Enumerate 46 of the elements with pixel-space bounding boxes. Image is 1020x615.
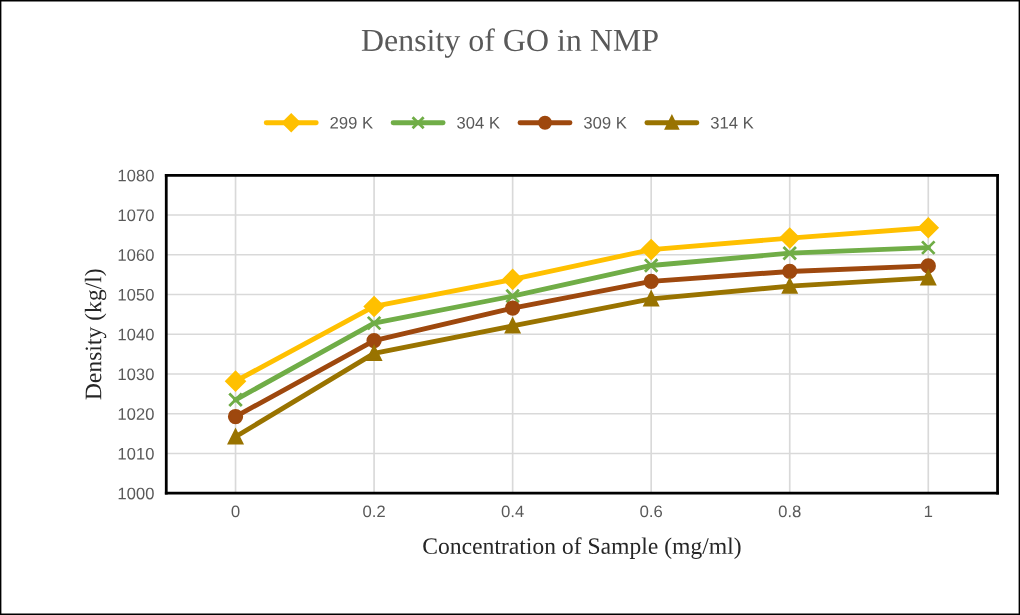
point [920,270,936,286]
x-tick-label: 0.6 [640,505,663,518]
point [225,370,246,392]
y-tick-label: 1010 [118,447,154,460]
point [504,318,521,334]
x-tick-label: 0 [231,505,240,518]
point [502,269,523,290]
y-tick-label: 1030 [118,368,154,381]
point [504,300,521,316]
chart-title: Density of GO in NMP [361,28,658,58]
point [366,332,382,349]
point [918,217,939,238]
point [227,429,244,445]
point [366,345,382,361]
y-tick-label: 1050 [118,288,154,301]
y-tick-label: 1060 [118,249,154,261]
point [643,273,659,290]
point [782,245,798,261]
x-tick-label: 0.8 [778,505,801,518]
x-tick-label: 1 [924,505,933,518]
point [643,257,659,274]
legend-label: 314 K [710,116,754,129]
y-tick-label: 1070 [118,209,154,222]
x-tick-label: 0.4 [501,505,524,518]
y-axis-title: Density (kg/l) [84,269,107,400]
point [640,239,662,260]
point [779,227,800,249]
y-tick-label: 1080 [118,169,154,182]
point [363,296,385,317]
y-tick-label: 1040 [118,328,154,341]
x-axis-title: Concentration of Sample (mg/ml) [423,537,741,559]
point [227,408,244,425]
point [920,258,936,274]
point [227,392,244,408]
legend-label: 309 K [583,116,627,129]
point [920,239,936,256]
legend-label: 299 K [330,116,373,129]
point [504,288,521,304]
point [643,291,659,307]
point [782,263,798,280]
x-tick-label: 0.2 [363,505,385,518]
y-tick-label: 1020 [118,408,154,420]
y-tick-label: 1000 [118,487,154,500]
point [782,278,798,294]
legend-label: 304 K [457,116,500,129]
point [366,315,382,331]
